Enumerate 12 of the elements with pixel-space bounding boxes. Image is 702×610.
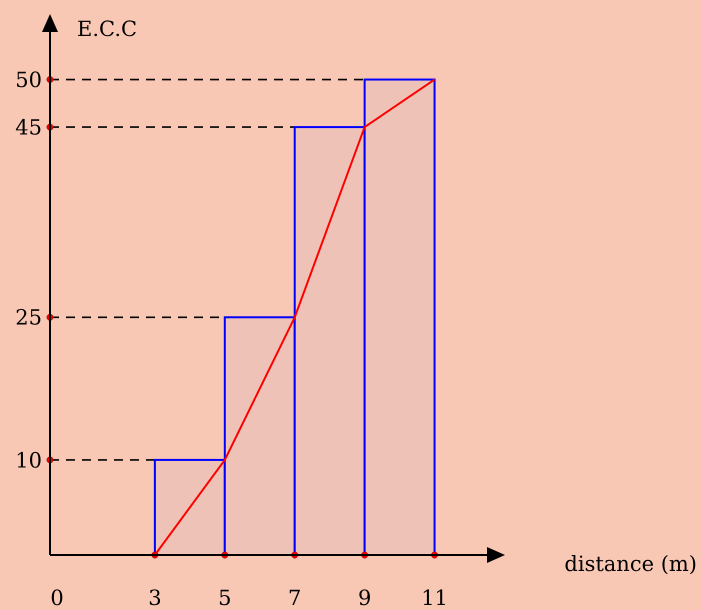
y-tick-label: 45 (15, 115, 42, 140)
x-tick-label: 3 (148, 586, 162, 610)
y-tick-label: 10 (15, 448, 42, 472)
y-tick-label: 25 (15, 306, 42, 330)
x-axis-title: distance (m) (564, 552, 697, 576)
y-tick-label: 50 (15, 68, 42, 92)
x-tick-label: 7 (288, 586, 302, 610)
x-tick-label: 5 (218, 586, 232, 610)
x-tick-label: 9 (358, 586, 372, 610)
x-tick-label: 11 (421, 586, 448, 610)
y-axis-title: E.C.C (77, 17, 138, 41)
x-tick-label: 0 (50, 586, 64, 610)
